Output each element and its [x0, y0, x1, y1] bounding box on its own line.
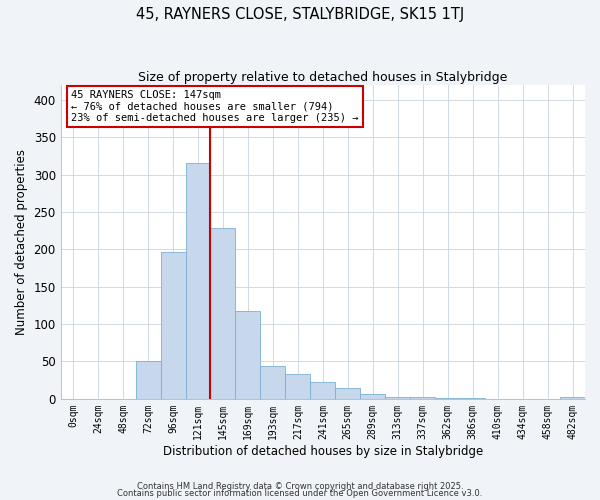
Title: Size of property relative to detached houses in Stalybridge: Size of property relative to detached ho…	[138, 71, 508, 84]
Bar	[460, 398, 485, 399]
Bar	[385, 398, 410, 399]
Text: 45 RAYNERS CLOSE: 147sqm
← 76% of detached houses are smaller (794)
23% of semi-: 45 RAYNERS CLOSE: 147sqm ← 76% of detach…	[71, 90, 359, 123]
Bar	[560, 398, 585, 399]
Text: 45, RAYNERS CLOSE, STALYBRIDGE, SK15 1TJ: 45, RAYNERS CLOSE, STALYBRIDGE, SK15 1TJ	[136, 8, 464, 22]
Bar	[335, 388, 360, 399]
Text: Contains HM Land Registry data © Crown copyright and database right 2025.: Contains HM Land Registry data © Crown c…	[137, 482, 463, 491]
Bar	[310, 382, 335, 399]
Bar	[161, 252, 185, 399]
Bar	[260, 366, 286, 399]
Bar	[360, 394, 385, 399]
Bar	[435, 398, 460, 399]
Y-axis label: Number of detached properties: Number of detached properties	[15, 149, 28, 335]
Bar	[211, 228, 235, 399]
Bar	[235, 312, 260, 399]
Bar	[286, 374, 310, 399]
Text: Contains public sector information licensed under the Open Government Licence v3: Contains public sector information licen…	[118, 490, 482, 498]
Bar	[410, 398, 435, 399]
X-axis label: Distribution of detached houses by size in Stalybridge: Distribution of detached houses by size …	[163, 444, 483, 458]
Bar	[136, 360, 161, 399]
Bar	[185, 163, 211, 399]
